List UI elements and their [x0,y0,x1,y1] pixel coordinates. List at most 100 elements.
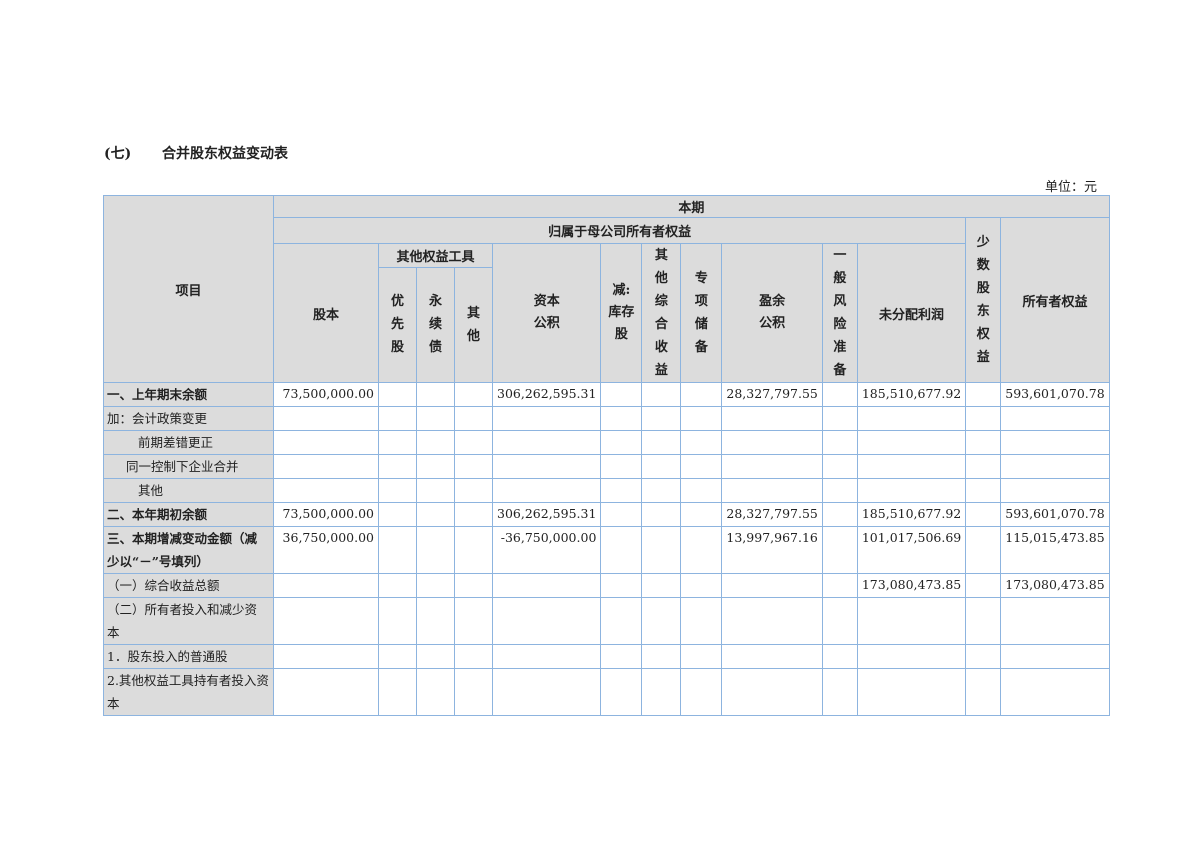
value-cell [721,430,823,455]
header-minority: 少数股东权益 [965,217,1002,383]
unit-label: 单位：元 [1044,180,1097,195]
value-cell [600,502,643,527]
table-row: 二、本年期初余额 73,500,000.00 306,262,595.31 28,32… [103,502,1110,527]
table-row: 1．股东投入的普通股 [103,644,1110,669]
table-header: 项目 本期 归属于母公司所有者权益 少数股东权益 所有者权益 股本 其他权益工具… [103,195,1110,384]
header-risk: 一般风险准备 [821,243,858,383]
value-cell [273,454,379,479]
value-cell [965,573,1002,598]
header-preferred: 优先股 [378,266,417,384]
value-cell: 306,262,595.31 [491,382,602,407]
header-other-equity: 其他权益工具 [378,243,493,268]
value-cell [821,454,858,479]
value-cell [680,668,723,716]
value-cell [641,478,682,503]
table-row: （一）综合收益总额 173,080,473.85 173,080,473.85 [103,573,1110,598]
value-cell [378,406,417,431]
value-cell [378,430,417,455]
value-cell [965,502,1002,527]
value-cell [600,454,643,479]
row-label: 前期差错更正 [103,430,274,455]
value-cell [600,382,643,407]
value-cell [454,644,493,669]
value-cell [821,668,858,716]
value-cell [1000,644,1110,669]
value-cell [273,573,379,598]
value-cell [965,406,1002,431]
value-cell [454,406,493,431]
header-special: 专项储备 [680,243,723,383]
value-cell [1000,478,1110,503]
table-row: 2.其他权益工具持有者投入资本 [103,668,1110,716]
value-cell [721,406,823,431]
header-period: 本期 [273,195,1110,218]
value-cell [1000,668,1110,716]
value-cell [721,454,823,479]
value-cell [378,454,417,479]
value-cell [378,526,417,574]
row-label: 2.其他权益工具持有者投入资本 [103,668,274,716]
value-cell [416,406,455,431]
value-cell [680,573,723,598]
value-cell [641,502,682,527]
value-cell [965,526,1002,574]
section-title-text: 合并股东权益变动表 [162,146,288,162]
value-cell [821,430,858,455]
value-cell [416,644,455,669]
value-cell [821,478,858,503]
value-cell: -36,750,000.00 [491,526,602,574]
value-cell [600,597,643,645]
value-cell [721,668,823,716]
value-cell [378,478,417,503]
value-cell [491,573,602,598]
row-label: 加：会计政策变更 [103,406,274,431]
value-cell [491,478,602,503]
value-cell [721,597,823,645]
table-row: 三、本期增减变动金额（减少以“－”号填列） 36,750,000.00 -36,75… [103,526,1110,574]
value-cell: 28,327,797.55 [721,382,823,407]
value-cell [821,573,858,598]
row-label: （二）所有者投入和减少资本 [103,597,274,645]
value-cell [491,430,602,455]
value-cell [1000,454,1110,479]
value-cell [378,644,417,669]
row-label: 其他 [103,478,274,503]
value-cell [856,430,967,455]
value-cell [1000,406,1110,431]
value-cell: 593,601,070.78 [1000,382,1110,407]
row-label: 同一控制下企业合并 [103,454,274,479]
row-label: 1．股东投入的普通股 [103,644,274,669]
value-cell [965,668,1002,716]
value-cell [680,597,723,645]
value-cell [821,644,858,669]
value-cell [856,644,967,669]
table-row: 加：会计政策变更 [103,406,1110,431]
value-cell [641,382,682,407]
value-cell [416,526,455,574]
value-cell: 173,080,473.85 [1000,573,1110,598]
value-cell: 73,500,000.00 [273,502,379,527]
value-cell [378,382,417,407]
value-cell [856,406,967,431]
table-row: （二）所有者投入和减少资本 [103,597,1110,645]
value-cell: 593,601,070.78 [1000,502,1110,527]
row-label: （一）综合收益总额 [103,573,274,598]
value-cell [965,644,1002,669]
header-capital-reserve: 资本 公积 [491,243,602,383]
value-cell [641,644,682,669]
value-cell [721,573,823,598]
header-treasury: 减: 库存股 [600,243,643,383]
value-cell [600,526,643,574]
value-cell [680,430,723,455]
value-cell [378,597,417,645]
value-cell [641,526,682,574]
value-cell [416,597,455,645]
header-oci: 其他综合收益 [641,243,682,383]
header-total: 所有者权益 [1000,217,1110,383]
value-cell [491,644,602,669]
value-cell [965,430,1002,455]
row-label: 三、本期增减变动金额（减少以“－”号填列） [103,526,274,574]
value-cell [378,502,417,527]
value-cell: 101,017,506.69 [856,526,967,574]
value-cell [273,668,379,716]
